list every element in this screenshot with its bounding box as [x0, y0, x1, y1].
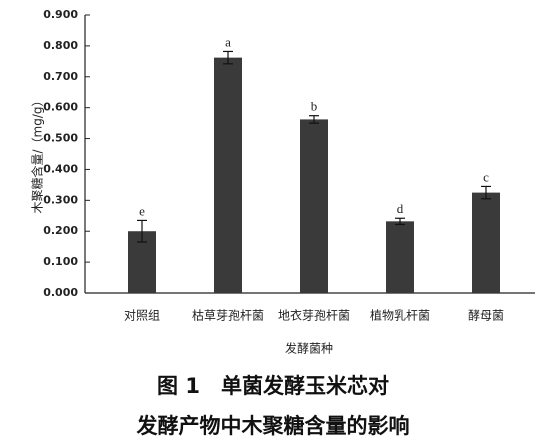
bar	[300, 119, 328, 293]
significance-label: b	[311, 99, 318, 114]
y-axis-label: 木聚糖含量/（mg/g）	[30, 94, 45, 213]
y-tick-label: 0.700	[43, 70, 78, 83]
error-bar	[223, 50, 233, 65]
x-tick-label: 植物乳杆菌	[370, 308, 430, 323]
significance-label: e	[139, 203, 145, 218]
y-tick-label: 0.100	[43, 255, 78, 268]
chart-title: 发酵产物中木聚糖含量的影响	[136, 414, 410, 438]
significance-label: d	[397, 201, 404, 216]
x-tick-label: 酵母菌	[468, 309, 504, 323]
y-tick-label: 0.900	[43, 8, 78, 21]
bar	[386, 221, 414, 293]
x-axis-label: 发酵菌种	[285, 341, 333, 356]
error-bar	[137, 219, 147, 243]
y-tick-label: 0.800	[43, 39, 78, 52]
y-tick-label: 0.300	[43, 193, 78, 206]
bar	[214, 57, 242, 294]
y-tick-label: 0.200	[43, 224, 78, 237]
bar	[472, 192, 500, 293]
error-bar	[309, 115, 319, 124]
x-tick-label: 对照组	[124, 309, 160, 323]
y-tick-label: 0.500	[43, 132, 78, 145]
significance-label: a	[225, 34, 231, 49]
y-tick-label: 0.000	[43, 286, 78, 299]
significance-label: c	[483, 169, 489, 184]
error-bar	[481, 185, 491, 200]
error-bar	[395, 217, 405, 226]
chart-title: 图 1 单菌发酵玉米芯对	[157, 374, 389, 398]
y-tick-label: 0.400	[43, 162, 78, 175]
x-tick-label: 地衣芽孢杆菌	[278, 308, 350, 323]
x-tick-label: 枯草芽孢杆菌	[192, 308, 264, 323]
y-tick-label: 0.600	[43, 101, 78, 114]
